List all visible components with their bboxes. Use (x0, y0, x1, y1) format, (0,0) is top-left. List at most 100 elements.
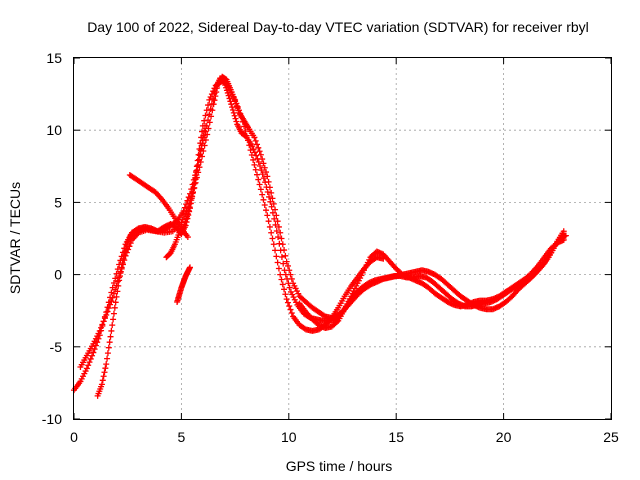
data-point (206, 96, 213, 103)
data-point-interp (269, 209, 276, 216)
data-point-interp (274, 218, 281, 225)
data-point-interp (118, 264, 125, 271)
data-point-interp (87, 355, 94, 362)
data-point-interp (287, 306, 294, 313)
data-point-interp (213, 89, 220, 96)
data-point-interp (259, 156, 266, 163)
data-point-interp (108, 298, 115, 305)
data-point-interp (279, 281, 286, 288)
data-point-interp (123, 241, 130, 248)
tick-labels: 0 5 10 15 20 25 -10 -5 0 5 10 15 (42, 50, 619, 445)
data-point-interp (265, 178, 272, 185)
data-point-interp (237, 110, 244, 117)
data-point-interp (264, 189, 271, 196)
data-point-interp (99, 321, 106, 328)
data-point-interp (263, 207, 270, 214)
y-tick-label: 0 (54, 267, 62, 283)
data-point-interp (272, 206, 279, 213)
data-point-interp (278, 253, 285, 260)
data-point-interp (179, 225, 186, 232)
y-tick-label: -10 (42, 411, 62, 427)
data-point (244, 137, 251, 144)
data-point-interp (100, 318, 107, 325)
plot-frame (73, 57, 612, 420)
data-point-interp (266, 223, 273, 230)
data-point-interp (98, 324, 105, 331)
data-point (202, 122, 209, 129)
data-point-interp (252, 137, 259, 144)
data-point-interp (119, 260, 126, 267)
data-point-interp (224, 82, 231, 89)
data-point (103, 312, 110, 319)
data-point (283, 258, 290, 265)
data-point-interp (211, 85, 218, 92)
y-axis-label: SDTVAR / TECUs (7, 182, 23, 294)
data-point-interp (239, 118, 246, 125)
data-point-interp (254, 171, 261, 178)
data-point-interp (278, 276, 285, 283)
data-point-interp (281, 247, 288, 254)
data-point (560, 228, 567, 235)
data-point-interp (272, 247, 279, 254)
data-point-interp (243, 132, 250, 139)
data-point-interp (122, 245, 129, 252)
data-point-interp (268, 189, 275, 196)
y-tick-label: 10 (46, 122, 62, 138)
data-point-interp (212, 93, 219, 100)
data-point-interp (189, 189, 196, 196)
data-point (111, 304, 118, 311)
data-point-interp (203, 107, 210, 114)
data-point (225, 92, 232, 99)
x-tick-label: 5 (178, 429, 186, 445)
data-point (90, 349, 97, 356)
data-point-interp (250, 156, 257, 163)
data-point-interp (263, 169, 270, 176)
data-point-interp (211, 97, 218, 104)
data-point-interp (260, 160, 267, 167)
data-point-interp (112, 275, 119, 282)
data-point-interp (260, 175, 267, 182)
data-point-interp (251, 149, 258, 156)
data-point-interp (279, 241, 286, 248)
data-point (251, 161, 258, 168)
data-point (96, 327, 103, 334)
x-tick-label: 0 (70, 429, 78, 445)
data-point (116, 277, 123, 284)
data-point-interp (110, 290, 117, 297)
data-point-interp (260, 196, 267, 203)
data-point-interp (115, 282, 122, 289)
data-point (257, 151, 264, 158)
data-point (186, 264, 193, 271)
series-main-trace-a (71, 75, 569, 394)
data-point (277, 229, 284, 236)
data-point-interp (250, 146, 257, 153)
data-point-interp (235, 107, 242, 114)
data-point (283, 296, 290, 303)
data-point-interp (112, 299, 119, 306)
data-point (83, 365, 90, 372)
data-point-interp (241, 123, 248, 130)
data-point-interp (261, 164, 268, 171)
data-point-interp (259, 171, 266, 178)
data-point-interp (201, 127, 208, 134)
data-point-interp (256, 181, 263, 188)
chart-title: Day 100 of 2022, Sidereal Day-to-day VTE… (87, 19, 589, 35)
data-point-interp (275, 265, 282, 272)
data-point-interp (255, 144, 262, 151)
data-point (255, 158, 262, 165)
data-point-interp (104, 355, 111, 362)
data-point-interp (258, 167, 265, 174)
data-point-interp (257, 163, 264, 170)
data-point-interp (261, 201, 268, 208)
x-tick-label: 10 (281, 429, 297, 445)
data-point-interp (106, 339, 113, 346)
data-point-interp (117, 268, 124, 275)
data-point-interp (186, 204, 193, 211)
data-point (249, 143, 256, 150)
data-point-interp (232, 115, 239, 122)
data-point (264, 212, 271, 219)
data-point-interp (242, 128, 249, 135)
data-point-interp (207, 93, 214, 100)
data-point-interp (101, 315, 108, 322)
